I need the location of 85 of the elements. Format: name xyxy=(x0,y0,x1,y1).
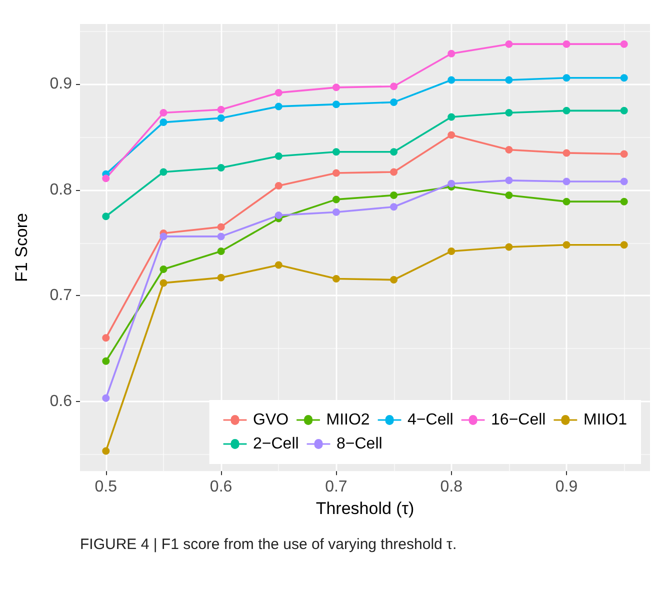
x-tick-label: 0.8 xyxy=(440,478,463,496)
point xyxy=(620,40,628,48)
point xyxy=(160,168,168,176)
point xyxy=(390,82,398,90)
point xyxy=(390,168,398,176)
point xyxy=(102,447,110,455)
point xyxy=(448,180,456,188)
caption: FIGURE 4 | F1 score from the use of varying threshold τ. xyxy=(80,536,458,553)
point xyxy=(505,191,513,199)
point xyxy=(562,106,570,114)
point xyxy=(217,164,225,172)
point xyxy=(620,198,628,206)
point xyxy=(160,109,168,117)
x-axis-title: Threshold (τ) xyxy=(316,499,414,518)
legend-label: GVO xyxy=(252,412,289,428)
point xyxy=(448,76,456,84)
point xyxy=(217,106,225,114)
x-tick-label: 0.7 xyxy=(325,478,348,496)
point xyxy=(160,232,168,240)
point xyxy=(274,102,282,110)
legend-label: 16−Cell xyxy=(491,412,546,428)
point xyxy=(332,84,340,92)
point xyxy=(160,279,168,287)
point xyxy=(562,74,570,82)
point xyxy=(274,152,282,160)
legend-label: 8−Cell xyxy=(336,436,382,452)
point xyxy=(505,243,513,251)
x-tick-label: 0.5 xyxy=(94,478,118,496)
point xyxy=(562,241,570,249)
point xyxy=(332,196,340,204)
point xyxy=(390,98,398,106)
point xyxy=(448,248,456,255)
point xyxy=(332,274,340,282)
point xyxy=(332,100,340,108)
point xyxy=(620,241,628,249)
point xyxy=(332,148,340,156)
point xyxy=(102,334,110,342)
point xyxy=(102,357,110,365)
point xyxy=(620,178,628,186)
point xyxy=(390,148,398,156)
point xyxy=(620,74,628,82)
point xyxy=(274,261,282,269)
legend-label: 4−Cell xyxy=(408,412,454,428)
point xyxy=(448,113,456,121)
legend-label: 2−Cell xyxy=(252,436,299,452)
y-tick-label: 0.9 xyxy=(50,76,72,93)
point xyxy=(448,50,456,58)
point xyxy=(160,118,168,126)
point xyxy=(274,212,282,220)
point xyxy=(390,203,398,211)
point xyxy=(102,174,110,182)
point xyxy=(217,223,225,231)
point xyxy=(160,265,168,273)
point xyxy=(274,182,282,190)
point xyxy=(562,198,570,206)
point xyxy=(217,248,225,255)
point xyxy=(448,131,456,139)
point xyxy=(102,212,110,220)
y-tick-label: 0.6 xyxy=(50,392,72,410)
y-tick-label: 0.7 xyxy=(50,287,72,304)
point xyxy=(274,88,282,96)
point xyxy=(562,40,570,48)
point xyxy=(505,40,513,48)
point xyxy=(332,208,340,216)
point xyxy=(562,178,570,186)
point xyxy=(562,149,570,157)
y-tick-label: 0.8 xyxy=(50,181,72,198)
point xyxy=(620,150,628,158)
point xyxy=(390,191,398,199)
point xyxy=(505,76,513,84)
point xyxy=(620,106,628,114)
point xyxy=(505,146,513,154)
point xyxy=(505,109,513,117)
point xyxy=(505,176,513,184)
y-axis-title: F1 Score xyxy=(12,213,31,282)
legend-label: MIIO1 xyxy=(583,412,628,428)
point xyxy=(217,114,225,122)
point xyxy=(102,394,110,402)
point xyxy=(217,232,225,240)
point xyxy=(390,276,398,284)
x-tick-label: 0.9 xyxy=(555,478,578,496)
legend-label: MIIO2 xyxy=(326,412,370,428)
point xyxy=(332,169,340,177)
x-tick-label: 0.6 xyxy=(210,478,232,496)
point xyxy=(217,274,225,282)
